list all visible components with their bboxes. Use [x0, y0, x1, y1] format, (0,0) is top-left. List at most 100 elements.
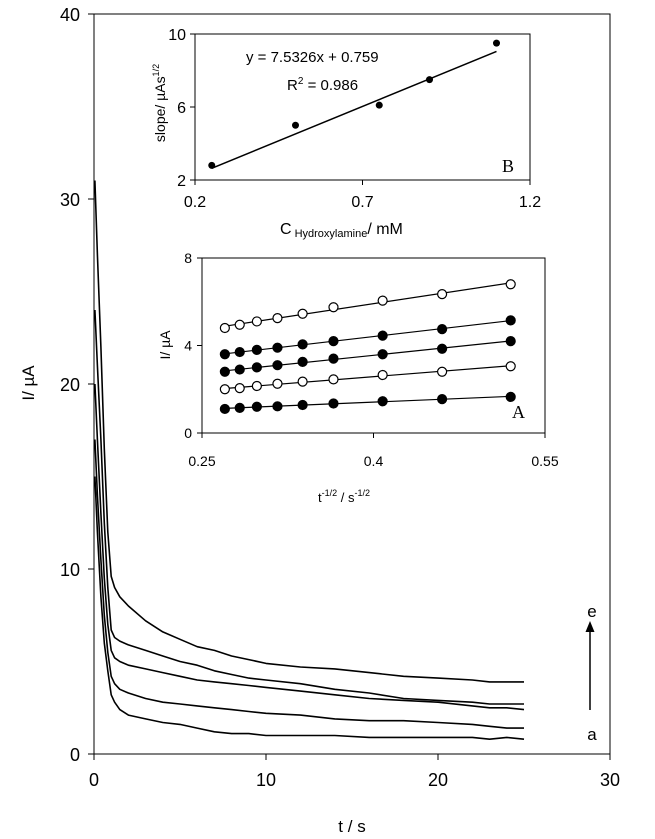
inset-a-marks [219, 279, 516, 415]
inset-b-y-tick-label: 10 [168, 27, 186, 44]
current-curve-a [94, 476, 525, 741]
inset-a-x-tick-label: 0.4 [364, 453, 384, 469]
inset-a-data-point [297, 399, 308, 411]
inset-a-data-point [377, 349, 388, 360]
inset-a-data-point [328, 336, 339, 347]
inset-b-data-point [426, 76, 433, 84]
inset-b-x-label-sub: Hydroxylamine [295, 228, 368, 240]
inset-a-data-point [219, 366, 230, 377]
inset-a-data-point [328, 374, 339, 385]
inset-a-data-point [251, 344, 262, 355]
inset-b-r2-label: R [287, 77, 298, 94]
inset-a-data-point [297, 308, 308, 319]
inset-b-y-tick-label: 6 [177, 100, 186, 117]
inset-a-data-point [251, 362, 262, 373]
inset-a-data-point [377, 396, 388, 407]
inset-b-r2: R2 = 0.986 [287, 76, 358, 94]
inset-b-x-tick-label: 0.2 [184, 194, 206, 211]
inset-a-x-tick-label: 0.55 [531, 453, 558, 469]
inset-b-data-point [493, 39, 500, 47]
inset-a-x-label-sup2: -1/2 [354, 488, 370, 498]
inset-a-data-point [297, 356, 308, 368]
inset-b-y-label-main: slope/ µAs [152, 76, 168, 142]
inset-a-data-point [505, 336, 516, 347]
inset-a-data-point [377, 330, 388, 341]
inset-a-data-point [437, 288, 448, 300]
inset-b-data-point [375, 101, 383, 109]
main-y-tick-label: 20 [60, 375, 80, 395]
curve-label-e: e [587, 602, 596, 621]
main-x-ticks: 0 10 20 30 [89, 754, 620, 790]
inset-a-data-point [234, 319, 245, 330]
inset-a-data-point [219, 322, 230, 334]
inset-a-data-point [328, 398, 339, 409]
current-curve-c [94, 383, 525, 711]
inset-b-ticks: 2 6 10 0.2 0.7 1.2 [168, 27, 541, 211]
inset-a-data-point [297, 339, 308, 350]
inset-a-data-point [219, 384, 230, 395]
inset-b-r2-value: = 0.986 [303, 77, 358, 94]
inset-b-x-label-end: / mM [367, 221, 403, 238]
inset-a-y-tick-label: 4 [184, 338, 192, 354]
inset-a-data-point [437, 343, 448, 354]
main-x-tick-label: 0 [89, 770, 99, 790]
main-y-tick-label: 40 [60, 5, 80, 25]
main-x-axis-label: t / s [338, 817, 365, 836]
inset-a-data-point [234, 364, 245, 375]
main-x-tick-label: 10 [256, 770, 276, 790]
main-y-tick-label: 0 [70, 745, 80, 765]
inset-a-data-point [272, 342, 283, 353]
current-curve-e [94, 180, 524, 683]
inset-a-y-axis-label: I/ µA [157, 330, 173, 360]
inset-b-y-label-sup: 1/2 [151, 64, 161, 77]
inset-a-data-point [505, 361, 516, 372]
inset-b-data-point [208, 161, 216, 169]
inset-a-data-point [219, 349, 230, 360]
inset-a-data-point [272, 401, 283, 412]
inset-a-data-point [272, 360, 283, 371]
main-x-tick-label: 20 [428, 770, 448, 790]
inset-a-y-tick-label: 0 [184, 425, 192, 441]
inset-a-data-point [377, 369, 388, 381]
inset-a-data-point [377, 295, 388, 306]
inset-a-data-point [437, 323, 448, 335]
inset-a-data-point [234, 383, 245, 394]
curve-label-a: a [587, 725, 597, 744]
inset-b-y-axis-label: slope/ µAs1/2 [151, 64, 168, 142]
inset-a-data-point [251, 380, 262, 392]
inset-b-marks [208, 39, 500, 169]
current-curve-d [94, 309, 524, 705]
inset-a-data-point [234, 346, 245, 358]
inset-a-data-point [437, 366, 448, 377]
current-curve-b [94, 439, 524, 729]
inset-a-data-point [505, 279, 516, 290]
inset-a-data-point [297, 376, 308, 387]
main-series-group [94, 180, 525, 741]
main-y-tick-label: 10 [60, 560, 80, 580]
inset-a-data-point [328, 302, 339, 313]
inset-a-data-point [251, 316, 262, 327]
inset-a-data-point [328, 353, 339, 364]
inset-b-y-tick-label: 2 [177, 173, 186, 190]
inset-b-r2-sup: 2 [298, 76, 304, 87]
trend-arrow [585, 621, 595, 710]
inset-b-data-point [292, 121, 299, 129]
inset-b-x-label-main: C [280, 221, 292, 238]
inset-a-ticks: 0 4 8 0.25 0.4 0.55 [184, 250, 559, 469]
inset-b-x-tick-label: 1.2 [519, 194, 541, 211]
inset-a-x-label-mid: / s [337, 490, 355, 505]
inset-a-x-tick-label: 0.25 [188, 453, 215, 469]
inset-b-x-tick-label: 0.7 [351, 194, 373, 211]
inset-a-data-point [219, 403, 230, 415]
inset-a-panel-label: A [512, 402, 525, 422]
main-y-axis-label: I/ µA [19, 365, 38, 401]
inset-a-data-point [437, 393, 448, 405]
inset-a-data-point [272, 378, 283, 389]
inset-a-x-label-main: t [318, 490, 322, 505]
main-y-ticks: 0 10 20 30 40 [60, 5, 94, 765]
inset-a-data-point [251, 401, 262, 412]
